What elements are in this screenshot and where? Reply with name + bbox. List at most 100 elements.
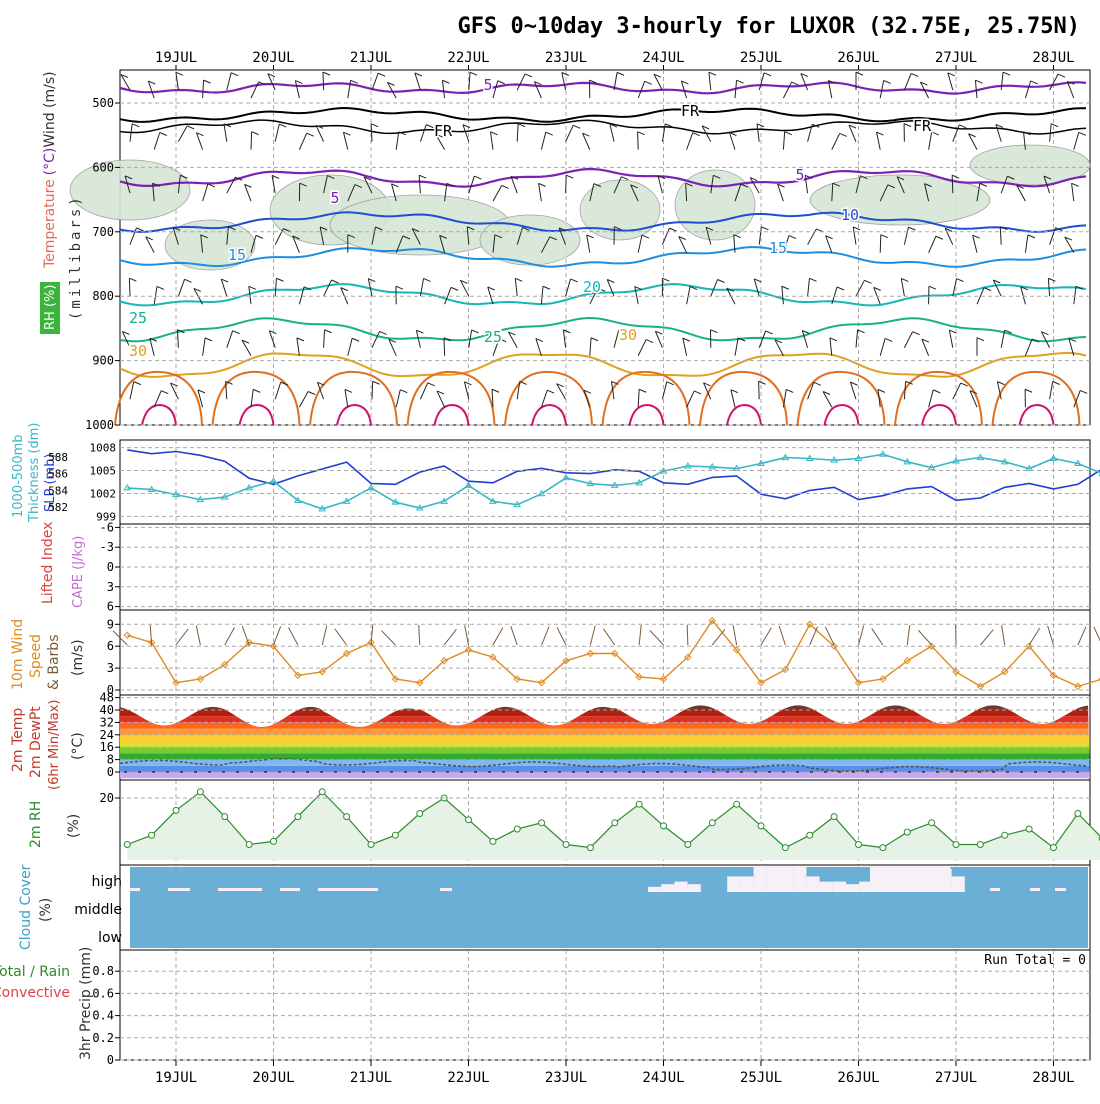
top-date-label: 24JUL	[642, 50, 684, 66]
temp-color-band	[120, 772, 1090, 778]
wind-barb-10m	[1048, 626, 1054, 645]
wind-barb-flag	[252, 132, 259, 135]
wind-barb-10m	[712, 629, 725, 645]
high-cloud-bar	[740, 876, 753, 892]
slp-tick-label: 1005	[90, 465, 117, 478]
wind-barb	[539, 183, 542, 201]
wind-barb-flag	[1031, 81, 1038, 84]
wind-barb	[832, 133, 840, 149]
wind-barb-flag	[1072, 183, 1079, 186]
wind-barb	[275, 229, 283, 245]
wind-barb-flag	[323, 72, 330, 75]
minmax-label: (6hr Min/Max)	[47, 700, 62, 790]
wind-barb-flag	[638, 132, 645, 135]
temp-color-band	[120, 735, 1090, 741]
y-tick-label: 500	[92, 96, 114, 110]
y-tick-label: 0.8	[92, 964, 114, 978]
precip-y-ticks: 0.80.60.40.20	[92, 964, 1090, 1067]
bottom-date-label: 19JUL	[155, 1070, 197, 1086]
wind-barb	[638, 389, 639, 407]
wind-barb	[442, 80, 444, 98]
wind-barb-flag	[764, 73, 771, 76]
wind-barb	[590, 338, 591, 356]
y-tick-label: 0	[107, 765, 114, 779]
wind-barb-flag	[136, 228, 143, 231]
wind-barb	[275, 124, 279, 142]
wind-barb-10m	[511, 626, 518, 645]
wind-barb-10m	[444, 629, 456, 645]
rh2m-point	[929, 820, 935, 826]
wind-barb	[297, 338, 300, 356]
cloud-level-label: middle	[74, 902, 122, 918]
wind-barb-flag	[543, 286, 550, 289]
wind-barb-flag	[881, 235, 888, 238]
contour-label: 5	[483, 76, 492, 94]
rh2m-point	[1026, 826, 1032, 832]
wind-barb	[1074, 132, 1079, 149]
rh2m-point	[612, 820, 618, 826]
wind-barb-flag	[949, 330, 956, 333]
wind-barb-flag	[856, 72, 863, 75]
wind-barb	[929, 236, 936, 252]
precip-axis-labels: Total / Rain Convective 3hr Precip (mm) …	[0, 947, 1090, 1067]
wind-barb	[783, 82, 791, 98]
wind-barb-flag	[957, 279, 964, 282]
wind-barb	[996, 124, 1001, 141]
high-cloud-bar	[806, 876, 819, 892]
wind-barb	[759, 381, 760, 399]
wind-barb-flag	[400, 390, 407, 393]
isotherm-35-lobe	[115, 372, 202, 425]
wind-barb	[853, 227, 856, 245]
wind-barb	[687, 133, 693, 150]
isotherm-20	[120, 284, 1086, 305]
bottom-date-label: 26JUL	[837, 1070, 879, 1086]
wind-barb-flag	[694, 391, 701, 394]
rh2m-point	[466, 817, 472, 823]
wind-barb-flag	[639, 389, 646, 392]
wind-barb	[129, 278, 130, 296]
wind-barb-flag	[573, 125, 580, 128]
high-cloud-bar	[820, 882, 833, 892]
rh2m-point	[124, 842, 130, 848]
high-cloud-bar	[870, 866, 950, 892]
wind-barb	[396, 390, 400, 408]
wind-barb	[1041, 332, 1049, 348]
rh2m-point	[246, 842, 252, 848]
wind-barb-flag	[474, 176, 481, 179]
wind-barb	[856, 330, 858, 348]
wind-barb-flag	[351, 80, 358, 83]
y-tick-label: 600	[92, 160, 114, 174]
temp-color-band	[120, 753, 1090, 759]
contour-label: 20	[583, 278, 601, 296]
wind-barb-flag	[525, 74, 532, 77]
wind-barb	[709, 72, 711, 90]
wind-barb-flag	[1025, 389, 1032, 392]
wind-barb-flag	[1028, 235, 1035, 238]
wind-barb-10m	[590, 626, 595, 645]
wind-barb-flag	[933, 390, 940, 393]
wind-barb	[638, 81, 644, 98]
wind-barb-flag	[1003, 72, 1010, 75]
wind-barb-flag	[256, 235, 263, 238]
wind-barb-flag	[498, 81, 505, 84]
wind-barb-flag	[786, 389, 793, 392]
rh-shaded-area	[70, 160, 190, 220]
wind-barb-flag	[809, 278, 816, 281]
rh2m-point	[782, 845, 788, 851]
wind-barb	[146, 237, 154, 253]
wind-barb-flag	[253, 389, 260, 392]
wind-barb	[251, 132, 252, 150]
wind-barb-flag	[635, 287, 642, 290]
y-tick-label: 900	[92, 354, 114, 368]
wind-barb-flag	[571, 279, 578, 282]
rh2m-point	[539, 820, 545, 826]
wind-barb	[345, 389, 348, 407]
cloud-level-label: high	[91, 874, 122, 890]
rh2m-point	[197, 789, 203, 795]
thickness-tick-label: 584	[48, 484, 68, 497]
thickness-tick-label: 586	[48, 468, 68, 481]
wind-barb	[904, 332, 912, 348]
rh2m-point	[368, 842, 374, 848]
wind-barb-flag	[814, 382, 821, 385]
